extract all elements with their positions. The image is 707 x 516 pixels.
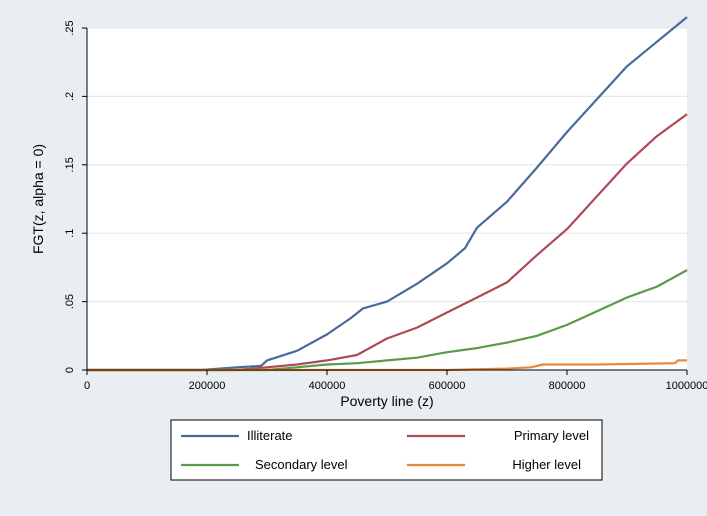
x-axis-ticks: 0 200000 400000 600000 800000 1000000 bbox=[84, 370, 707, 392]
y-tick-label: .15 bbox=[64, 157, 76, 172]
x-tick-label: 1000000 bbox=[666, 380, 707, 392]
x-tick-label: 200000 bbox=[189, 380, 226, 392]
legend-label-illiterate: Illiterate bbox=[247, 428, 293, 443]
legend-label-secondary-level: Secondary level bbox=[255, 457, 348, 472]
y-axis-ticks: 0 .05 .1 .15 .2 .25 bbox=[64, 20, 87, 373]
x-tick-label: 0 bbox=[84, 380, 90, 392]
x-tick-label: 400000 bbox=[309, 380, 346, 392]
series-line-primary-level bbox=[87, 113, 688, 372]
y-tick-label: .2 bbox=[64, 92, 76, 101]
legend: Illiterate Primary level Secondary level Hi… bbox=[170, 419, 603, 481]
y-tick-label: .1 bbox=[64, 229, 76, 238]
plot-area bbox=[87, 28, 687, 370]
y-tick-label: 0 bbox=[64, 367, 76, 373]
series-line-illiterate bbox=[87, 16, 688, 372]
y-tick-label: .25 bbox=[64, 20, 76, 35]
x-axis-title: Poverty line (z) bbox=[340, 393, 433, 409]
legend-box bbox=[170, 419, 603, 481]
y-axis-title: FGT(z, alpha = 0) bbox=[30, 144, 46, 254]
grid bbox=[87, 27, 687, 303]
series-line-secondary-level bbox=[87, 269, 688, 372]
y-tick-label: .05 bbox=[64, 294, 76, 309]
x-tick-label: 600000 bbox=[429, 380, 466, 392]
legend-label-higher-level: Higher level bbox=[512, 457, 581, 472]
legend-label-primary-level: Primary level bbox=[514, 428, 589, 443]
x-tick-label: 800000 bbox=[549, 380, 586, 392]
